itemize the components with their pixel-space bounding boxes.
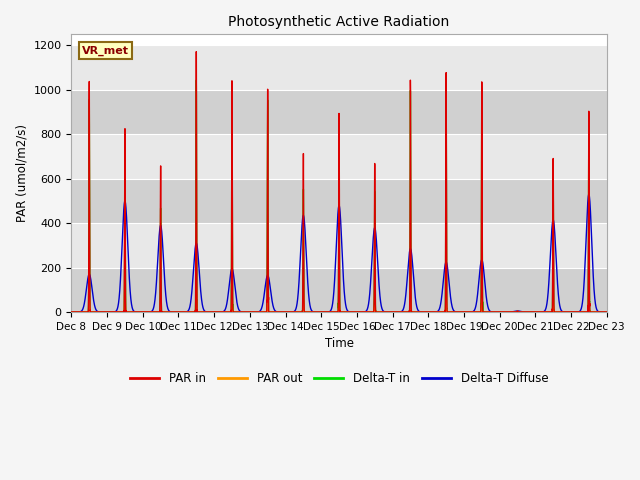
Delta-T Diffuse xyxy=(601,309,609,315)
PAR in xyxy=(193,49,200,55)
PAR in xyxy=(601,309,609,315)
Delta-T in xyxy=(182,309,189,315)
PAR in xyxy=(413,309,420,315)
PAR out xyxy=(177,309,184,315)
PAR in xyxy=(268,309,276,315)
Delta-T in xyxy=(489,309,497,315)
Delta-T in xyxy=(601,309,609,315)
Delta-T in xyxy=(68,309,76,315)
Delta-T Diffuse xyxy=(177,309,184,315)
PAR out xyxy=(68,309,76,315)
X-axis label: Time: Time xyxy=(324,337,353,350)
PAR in xyxy=(177,309,184,315)
PAR in xyxy=(489,309,497,315)
Bar xyxy=(72,46,607,90)
Bar xyxy=(72,179,607,223)
Delta-T Diffuse xyxy=(489,309,497,315)
Line: PAR out: PAR out xyxy=(72,286,607,312)
Delta-T Diffuse xyxy=(268,296,276,302)
PAR in xyxy=(182,309,189,315)
PAR out xyxy=(413,309,420,315)
Delta-T in xyxy=(268,309,276,315)
Delta-T Diffuse xyxy=(182,309,189,315)
PAR out xyxy=(601,309,609,315)
PAR out xyxy=(489,309,497,315)
Bar xyxy=(72,134,607,179)
Delta-T Diffuse xyxy=(413,304,420,310)
Line: PAR in: PAR in xyxy=(72,52,607,312)
Text: VR_met: VR_met xyxy=(82,46,129,56)
PAR out xyxy=(603,309,611,315)
Bar xyxy=(72,223,607,267)
PAR in xyxy=(603,309,611,315)
Title: Photosynthetic Active Radiation: Photosynthetic Active Radiation xyxy=(228,15,450,29)
PAR out xyxy=(182,309,190,315)
PAR out xyxy=(268,309,276,315)
PAR in xyxy=(68,309,76,315)
Bar xyxy=(72,90,607,134)
Legend: PAR in, PAR out, Delta-T in, Delta-T Diffuse: PAR in, PAR out, Delta-T in, Delta-T Dif… xyxy=(125,367,553,389)
Delta-T in xyxy=(177,309,184,315)
Delta-T Diffuse xyxy=(496,309,504,315)
Line: Delta-T Diffuse: Delta-T Diffuse xyxy=(72,194,607,312)
PAR out xyxy=(86,283,93,288)
Bar xyxy=(72,267,607,312)
Delta-T in xyxy=(193,77,200,83)
Y-axis label: PAR (umol/m2/s): PAR (umol/m2/s) xyxy=(15,124,28,222)
Delta-T Diffuse xyxy=(585,192,593,197)
Delta-T Diffuse xyxy=(68,309,76,315)
Delta-T Diffuse xyxy=(603,309,611,315)
Delta-T in xyxy=(603,309,611,315)
Line: Delta-T in: Delta-T in xyxy=(72,80,607,312)
Delta-T in xyxy=(413,309,420,315)
